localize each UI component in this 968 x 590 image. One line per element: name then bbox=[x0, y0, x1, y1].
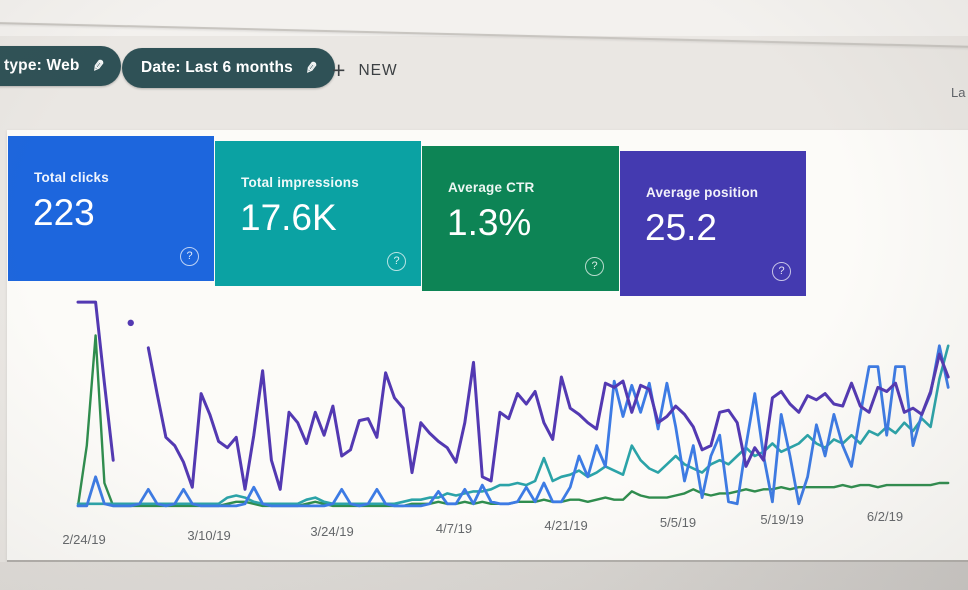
filter-chip-date-label: Date: Last 6 months bbox=[141, 59, 293, 76]
x-axis-tick: 4/21/19 bbox=[544, 518, 588, 533]
x-axis-tick: 5/19/19 bbox=[760, 512, 804, 527]
chart-line-total-impressions bbox=[76, 344, 950, 506]
last-updated-partial-text: La bbox=[951, 85, 966, 100]
new-filter-label: NEW bbox=[358, 61, 398, 79]
screen-bottom-strip bbox=[0, 562, 968, 590]
filter-chip-search-type[interactable]: type: Web ✎ bbox=[0, 46, 122, 86]
new-filter-button[interactable]: + NEW bbox=[326, 55, 404, 86]
x-axis-tick: 4/7/19 bbox=[435, 521, 473, 536]
help-icon[interactable]: ? bbox=[180, 247, 199, 266]
edit-icon: ✎ bbox=[303, 59, 319, 78]
x-axis-tick: 3/24/19 bbox=[310, 524, 354, 539]
metric-card-average-ctr[interactable]: Average CTR 1.3% ? bbox=[422, 146, 619, 291]
x-axis-tick: 3/10/19 bbox=[187, 528, 231, 543]
filter-chip-search-type-label: type: Web bbox=[4, 57, 80, 74]
help-icon[interactable]: ? bbox=[772, 262, 791, 281]
metric-label: Total clicks bbox=[34, 170, 109, 185]
chart-line-average-position bbox=[146, 346, 950, 491]
chart-point-average-position bbox=[127, 319, 134, 327]
x-axis-tick: 2/24/19 bbox=[62, 532, 106, 547]
help-icon[interactable]: ? bbox=[387, 252, 406, 271]
header-band bbox=[0, 0, 968, 36]
x-axis-tick: 6/2/19 bbox=[866, 509, 904, 524]
metric-card-average-position[interactable]: Average position 25.2 ? bbox=[620, 151, 806, 296]
metric-value: 223 bbox=[33, 192, 95, 233]
metric-value: 1.3% bbox=[447, 202, 532, 243]
edit-icon: ✎ bbox=[90, 57, 106, 76]
performance-chart[interactable] bbox=[58, 290, 958, 515]
help-icon[interactable]: ? bbox=[585, 257, 604, 276]
plus-icon: + bbox=[332, 57, 346, 83]
metric-card-total-impressions[interactable]: Total impressions 17.6K ? bbox=[215, 141, 421, 286]
chart-line-average-ctr bbox=[76, 334, 950, 508]
metric-label: Average CTR bbox=[448, 180, 535, 195]
metric-card-total-clicks[interactable]: Total clicks 223 ? bbox=[8, 136, 214, 281]
x-axis-tick: 5/5/19 bbox=[659, 515, 697, 530]
metric-value: 17.6K bbox=[240, 197, 337, 238]
filter-chip-date[interactable]: Date: Last 6 months ✎ bbox=[122, 48, 335, 88]
metric-label: Average position bbox=[646, 185, 759, 200]
chart-line-average-position bbox=[76, 300, 115, 462]
chart-line-total-clicks bbox=[76, 344, 950, 508]
metric-label: Total impressions bbox=[241, 175, 359, 190]
metric-value: 25.2 bbox=[645, 207, 718, 248]
